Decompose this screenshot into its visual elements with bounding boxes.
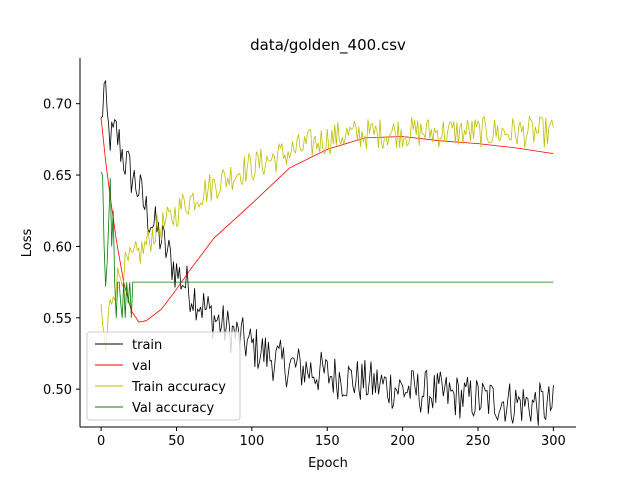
x-tick-label: 0	[97, 434, 105, 449]
y-tick-label: 0.70	[43, 98, 72, 113]
legend-label-train: train	[132, 338, 162, 353]
x-tick-label: 250	[466, 434, 491, 449]
series-line-val-accuracy	[100, 172, 554, 318]
legend-box	[86, 331, 241, 421]
legend-label-train-accuracy: Train accuracy	[131, 380, 226, 395]
x-tick-label: 100	[239, 434, 264, 449]
y-axis-label: Loss	[20, 229, 35, 258]
x-tick-label: 150	[315, 434, 340, 449]
x-axis-ticks: 0 50 100 150 200 250 300	[97, 427, 566, 449]
x-tick-label: 50	[168, 434, 185, 449]
y-tick-label: 0.55	[43, 312, 72, 327]
legend: train val Train accuracy Val accuracy	[86, 331, 241, 421]
x-axis-label: Epoch	[308, 456, 348, 471]
legend-label-val-accuracy: Val accuracy	[132, 401, 215, 416]
y-tick-label: 0.60	[43, 240, 72, 255]
x-tick-label: 200	[390, 434, 415, 449]
series-line-train-accuracy	[100, 115, 554, 353]
y-tick-label: 0.65	[43, 169, 72, 184]
chart-title: data/golden_400.csv	[250, 36, 406, 55]
y-axis-ticks: 0.50 0.55 0.60 0.65 0.70	[43, 98, 80, 398]
y-tick-label: 0.50	[43, 383, 72, 398]
x-tick-label: 300	[541, 434, 566, 449]
plot-area	[100, 79, 554, 426]
legend-label-val: val	[132, 359, 151, 374]
series-line-val	[100, 117, 554, 323]
series-line-train	[100, 79, 554, 426]
